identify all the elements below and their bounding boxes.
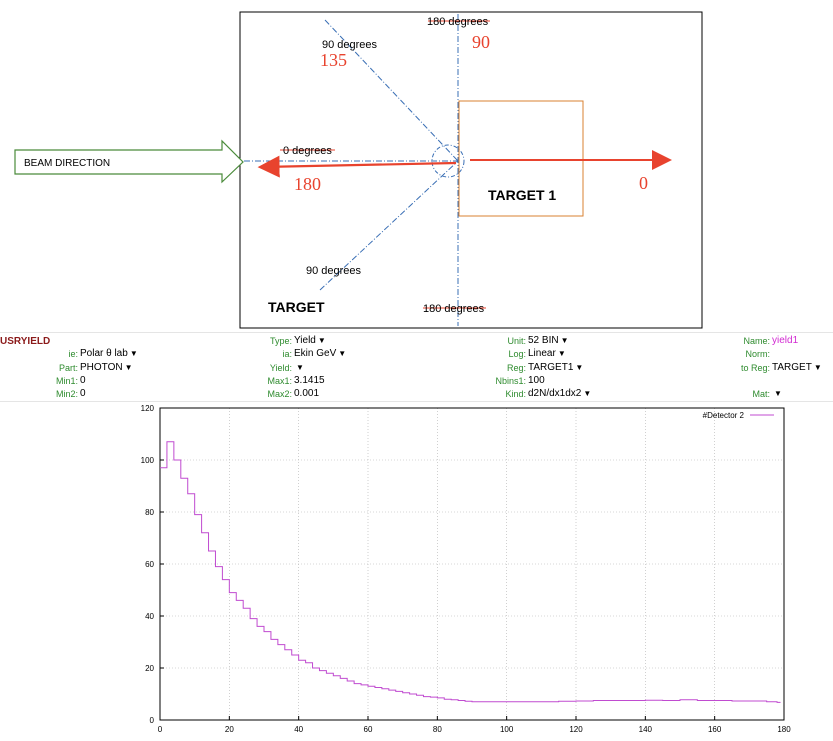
x-tick-label: 140 xyxy=(639,725,653,734)
diagonal-lower-line xyxy=(319,160,459,291)
chevron-down-icon: ▼ xyxy=(296,363,304,372)
min2-label: Min2: xyxy=(55,389,78,399)
name-field[interactable]: yield1 xyxy=(772,335,799,346)
ie-select[interactable]: Polar θ lab ▼ xyxy=(80,348,138,359)
chevron-down-icon: ▼ xyxy=(560,336,569,345)
type-select[interactable]: Yield ▼ xyxy=(294,335,326,346)
ia-select[interactable]: Ekin GeV ▼ xyxy=(294,348,347,359)
norm-label: Norm: xyxy=(745,349,771,359)
mat-label: Mat: xyxy=(752,389,770,399)
min2-field[interactable]: 0 xyxy=(80,388,86,399)
nbins1-field[interactable]: 100 xyxy=(528,375,545,386)
geometry-diagram: BEAM DIRECTION TARGET 1 180 degrees 90 9… xyxy=(14,11,703,329)
y-tick-label: 80 xyxy=(145,508,154,517)
backward-arrow xyxy=(257,155,457,178)
x-tick-label: 20 xyxy=(225,725,234,734)
x-tick-label: 60 xyxy=(364,725,373,734)
chart-legend: #Detector 2 xyxy=(703,411,774,420)
x-tick-label: 120 xyxy=(569,725,583,734)
kind-select[interactable]: d2N/dx1dx2 ▼ xyxy=(528,388,592,399)
max1-label: Max1: xyxy=(267,376,292,386)
kind-label: Kind: xyxy=(505,389,526,399)
chevron-down-icon: ▼ xyxy=(813,363,822,372)
part-label: Part: xyxy=(58,363,78,373)
usryield-title: USRYIELD xyxy=(0,336,51,347)
target1-box xyxy=(458,100,584,217)
num-0-label: 0 xyxy=(639,173,648,193)
min1-field[interactable]: 0 xyxy=(80,375,86,386)
chart-axes: 0 20 40 60 80 100 120 140 160 180 0 20 40 60 80 100 120 xyxy=(141,404,792,734)
chevron-down-icon: ▼ xyxy=(124,363,133,372)
max2-field[interactable]: 0.001 xyxy=(294,388,320,399)
yield-select[interactable]: ▼ xyxy=(294,362,304,373)
mat-select[interactable]: ▼ xyxy=(772,388,782,399)
chevron-down-icon: ▼ xyxy=(338,349,347,358)
y-tick-label: 120 xyxy=(141,404,155,413)
panel-bottom-divider xyxy=(0,401,833,402)
chart-series xyxy=(160,441,781,703)
y-tick-label: 20 xyxy=(145,664,154,673)
unit-select[interactable]: 52 BIN ▼ xyxy=(528,335,569,346)
y-tick-label: 40 xyxy=(145,612,154,621)
reg-label: Reg: xyxy=(506,363,526,373)
chevron-down-icon: ▼ xyxy=(583,389,592,398)
nbins1-label: Nbins1: xyxy=(495,376,526,386)
max2-label: Max2: xyxy=(267,389,292,399)
ie-label: ie: xyxy=(68,349,78,359)
y-tick-label: 100 xyxy=(141,456,155,465)
log-select[interactable]: Linear ▼ xyxy=(528,348,566,359)
reg-select[interactable]: TARGET1 ▼ xyxy=(528,362,584,373)
to-reg-label: to Reg: xyxy=(740,363,770,373)
part-select[interactable]: PHOTON ▼ xyxy=(80,362,133,373)
x-tick-label: 40 xyxy=(294,725,303,734)
chevron-down-icon: ▼ xyxy=(129,349,138,358)
yield-chart: 0 20 40 60 80 100 120 140 160 180020406080100120 … xyxy=(141,404,792,734)
deg-180-bottom-label: 180 degrees xyxy=(423,303,485,315)
yield-label: Yield: xyxy=(269,363,292,373)
chart-grid xyxy=(159,407,785,721)
min1-label: Min1: xyxy=(55,376,78,386)
chevron-down-icon: ▼ xyxy=(317,336,326,345)
y-tick-label: 0 xyxy=(150,716,155,725)
legend-label: #Detector 2 xyxy=(703,411,745,420)
usryield-panel: USRYIELD ie: Polar θ lab ▼ Part: PHOTON ▼ … xyxy=(0,333,833,403)
deg-90-bottom-label: 90 degrees xyxy=(306,265,362,277)
x-tick-label: 180 xyxy=(777,725,791,734)
target-frame xyxy=(239,11,703,329)
deg-180-top-label: 180 degrees xyxy=(427,16,489,28)
series-detector-2-line xyxy=(160,441,781,703)
panel-top-divider xyxy=(0,332,833,333)
target1-label: TARGET 1 xyxy=(488,187,556,203)
to-reg-select[interactable]: TARGET ▼ xyxy=(772,362,822,373)
x-tick-label: 0 xyxy=(158,725,163,734)
ia-label: ia: xyxy=(282,349,292,359)
num-90-label: 90 xyxy=(472,32,490,52)
deg-90-top-label: 90 degrees xyxy=(322,39,378,51)
x-tick-label: 160 xyxy=(708,725,722,734)
name-label: Name: xyxy=(743,336,770,346)
chevron-down-icon: ▼ xyxy=(557,349,566,358)
log-label: Log: xyxy=(508,349,526,359)
target-label: TARGET xyxy=(268,299,325,315)
num-135-label: 135 xyxy=(320,50,347,70)
chevron-down-icon: ▼ xyxy=(575,363,584,372)
type-label: Type: xyxy=(269,336,292,346)
num-180-label: 180 xyxy=(294,174,321,194)
beam-direction-label: BEAM DIRECTION xyxy=(24,158,110,169)
diagonal-upper-line xyxy=(324,19,459,162)
x-tick-label: 100 xyxy=(500,725,514,734)
y-tick-label: 60 xyxy=(145,560,154,569)
unit-label: Unit: xyxy=(507,336,526,346)
deg-0-label: 0 degrees xyxy=(283,145,332,157)
beam-direction-arrow xyxy=(14,139,244,184)
x-tick-label: 80 xyxy=(433,725,442,734)
chevron-down-icon: ▼ xyxy=(774,389,782,398)
max1-field[interactable]: 3.1415 xyxy=(294,375,325,386)
origin-circle xyxy=(431,144,465,178)
